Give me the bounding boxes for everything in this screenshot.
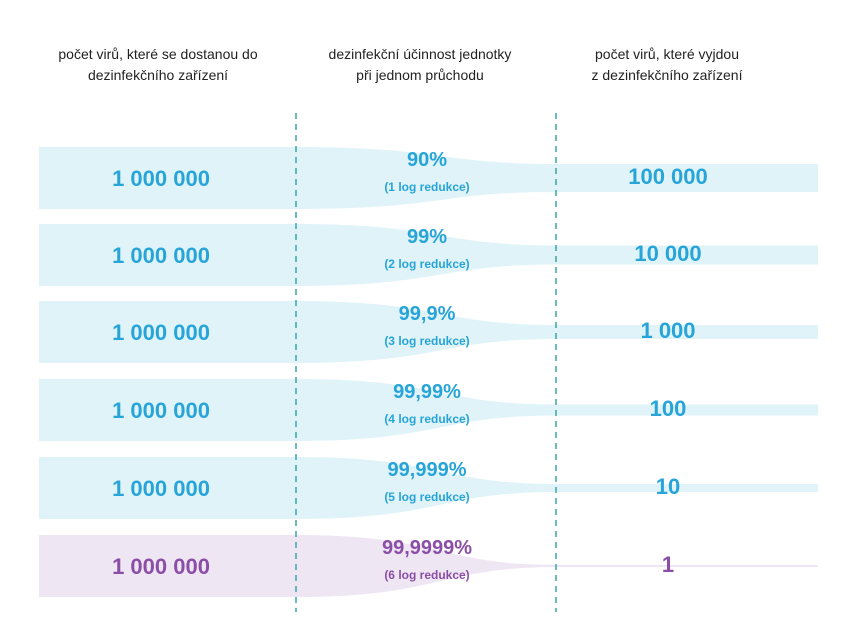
log-reduction: (1 log redukce) xyxy=(384,180,470,194)
log-reduction: (2 log redukce) xyxy=(384,257,470,271)
input-count: 1 000 000 xyxy=(112,243,210,268)
flow-band-1 xyxy=(39,147,818,209)
input-count: 1 000 000 xyxy=(112,166,210,191)
flow-band-5 xyxy=(39,457,818,519)
output-count: 1 xyxy=(661,552,675,577)
efficiency-percent: 99% xyxy=(406,226,448,248)
reduction-row: 1 000 000 99% (2 log redukce) 10 000 xyxy=(0,224,864,288)
flow-band-2 xyxy=(39,224,818,286)
log-reduction: (5 log redukce) xyxy=(384,490,470,504)
header-input: počet virů, které se dostanou do dezinfe… xyxy=(33,44,283,86)
output-count: 1 000 xyxy=(640,318,696,343)
header-efficiency-line-1: dezinfekční účinnost jednotky xyxy=(328,46,512,62)
efficiency-percent: 99,9999% xyxy=(381,537,473,559)
log-reduction: (4 log redukce) xyxy=(384,412,470,426)
flow-band-4 xyxy=(39,379,818,441)
reduction-row: 1 000 000 90% (1 log redukce) 100 000 xyxy=(0,147,864,211)
input-count: 1 000 000 xyxy=(112,476,210,501)
output-count: 100 xyxy=(649,396,687,421)
reduction-row: 1 000 000 99,9999% (6 log redukce) 1 xyxy=(0,535,864,599)
header-output-line-2: z dezinfekčního zařízení xyxy=(591,67,743,83)
input-count: 1 000 000 xyxy=(112,398,210,423)
output-count: 10 000 xyxy=(634,241,702,266)
header-efficiency: dezinfekční účinnost jednotky při jednom… xyxy=(295,44,545,86)
efficiency-percent: 99,9% xyxy=(398,303,456,325)
header-output: počet virů, které vyjdou z dezinfekčního… xyxy=(542,44,792,86)
header-efficiency-line-2: při jednom průchodu xyxy=(356,67,484,83)
reduction-row: 1 000 000 99,9% (3 log redukce) 1 000 xyxy=(0,301,864,365)
log-reduction: (6 log redukce) xyxy=(384,568,470,582)
efficiency-percent: 99,99% xyxy=(393,381,461,403)
flow-band-3 xyxy=(39,301,818,363)
input-count: 1 000 000 xyxy=(112,320,210,345)
reduction-row: 1 000 000 99,99% (4 log redukce) 100 xyxy=(0,379,864,443)
output-count: 10 xyxy=(655,474,681,499)
efficiency-percent: 90% xyxy=(406,149,448,171)
log-reduction: (3 log redukce) xyxy=(384,334,470,348)
reduction-row: 1 000 000 99,999% (5 log redukce) 10 xyxy=(0,457,864,521)
input-count: 1 000 000 xyxy=(112,554,210,579)
header-input-line-2: dezinfekčního zařízení xyxy=(87,67,229,83)
flow-band-6 xyxy=(39,535,818,597)
efficiency-percent: 99,999% xyxy=(387,459,467,481)
header-input-line-1: počet virů, které se dostanou do xyxy=(58,46,258,62)
output-count: 100 000 xyxy=(628,164,708,189)
header-output-line-1: počet virů, které vyjdou xyxy=(595,46,739,62)
